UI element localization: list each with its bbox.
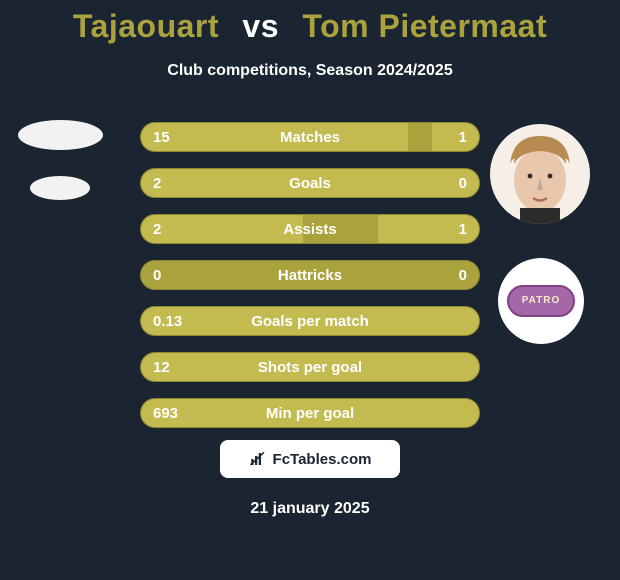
stat-row: 693Min per goal: [140, 398, 480, 428]
stat-row: 00Hattricks: [140, 260, 480, 290]
club-badge-inner: PATRO: [507, 285, 574, 318]
player1-name: Tajaouart: [73, 8, 219, 44]
chart-icon: [249, 450, 267, 468]
stat-row: 20Goals: [140, 168, 480, 198]
generated-date: 21 january 2025: [0, 500, 620, 518]
player2-club-badge: PATRO: [498, 258, 584, 344]
fctables-badge: FcTables.com: [220, 440, 400, 478]
player1-club-badge: [30, 176, 90, 200]
stat-row: 12Shots per goal: [140, 352, 480, 382]
stat-label: Assists: [141, 221, 479, 238]
comparison-title: Tajaouart vs Tom Pietermaat: [0, 8, 620, 45]
stat-row: 21Assists: [140, 214, 480, 244]
face-icon: [490, 124, 590, 224]
stat-row: 151Matches: [140, 122, 480, 152]
stat-label: Hattricks: [141, 267, 479, 284]
club-badge-text: PATRO: [522, 295, 561, 306]
season-subtitle: Club competitions, Season 2024/2025: [0, 62, 620, 80]
player1-photo: [18, 120, 103, 150]
footer-text: FcTables.com: [273, 451, 372, 468]
stat-label: Shots per goal: [141, 359, 479, 376]
stat-row: 0.13Goals per match: [140, 306, 480, 336]
stat-label: Goals: [141, 175, 479, 192]
vs-separator: vs: [242, 8, 279, 44]
player2-photo: [490, 124, 590, 224]
player2-name: Tom Pietermaat: [302, 8, 547, 44]
stat-label: Matches: [141, 129, 479, 146]
stat-label: Goals per match: [141, 313, 479, 330]
stat-label: Min per goal: [141, 405, 479, 422]
